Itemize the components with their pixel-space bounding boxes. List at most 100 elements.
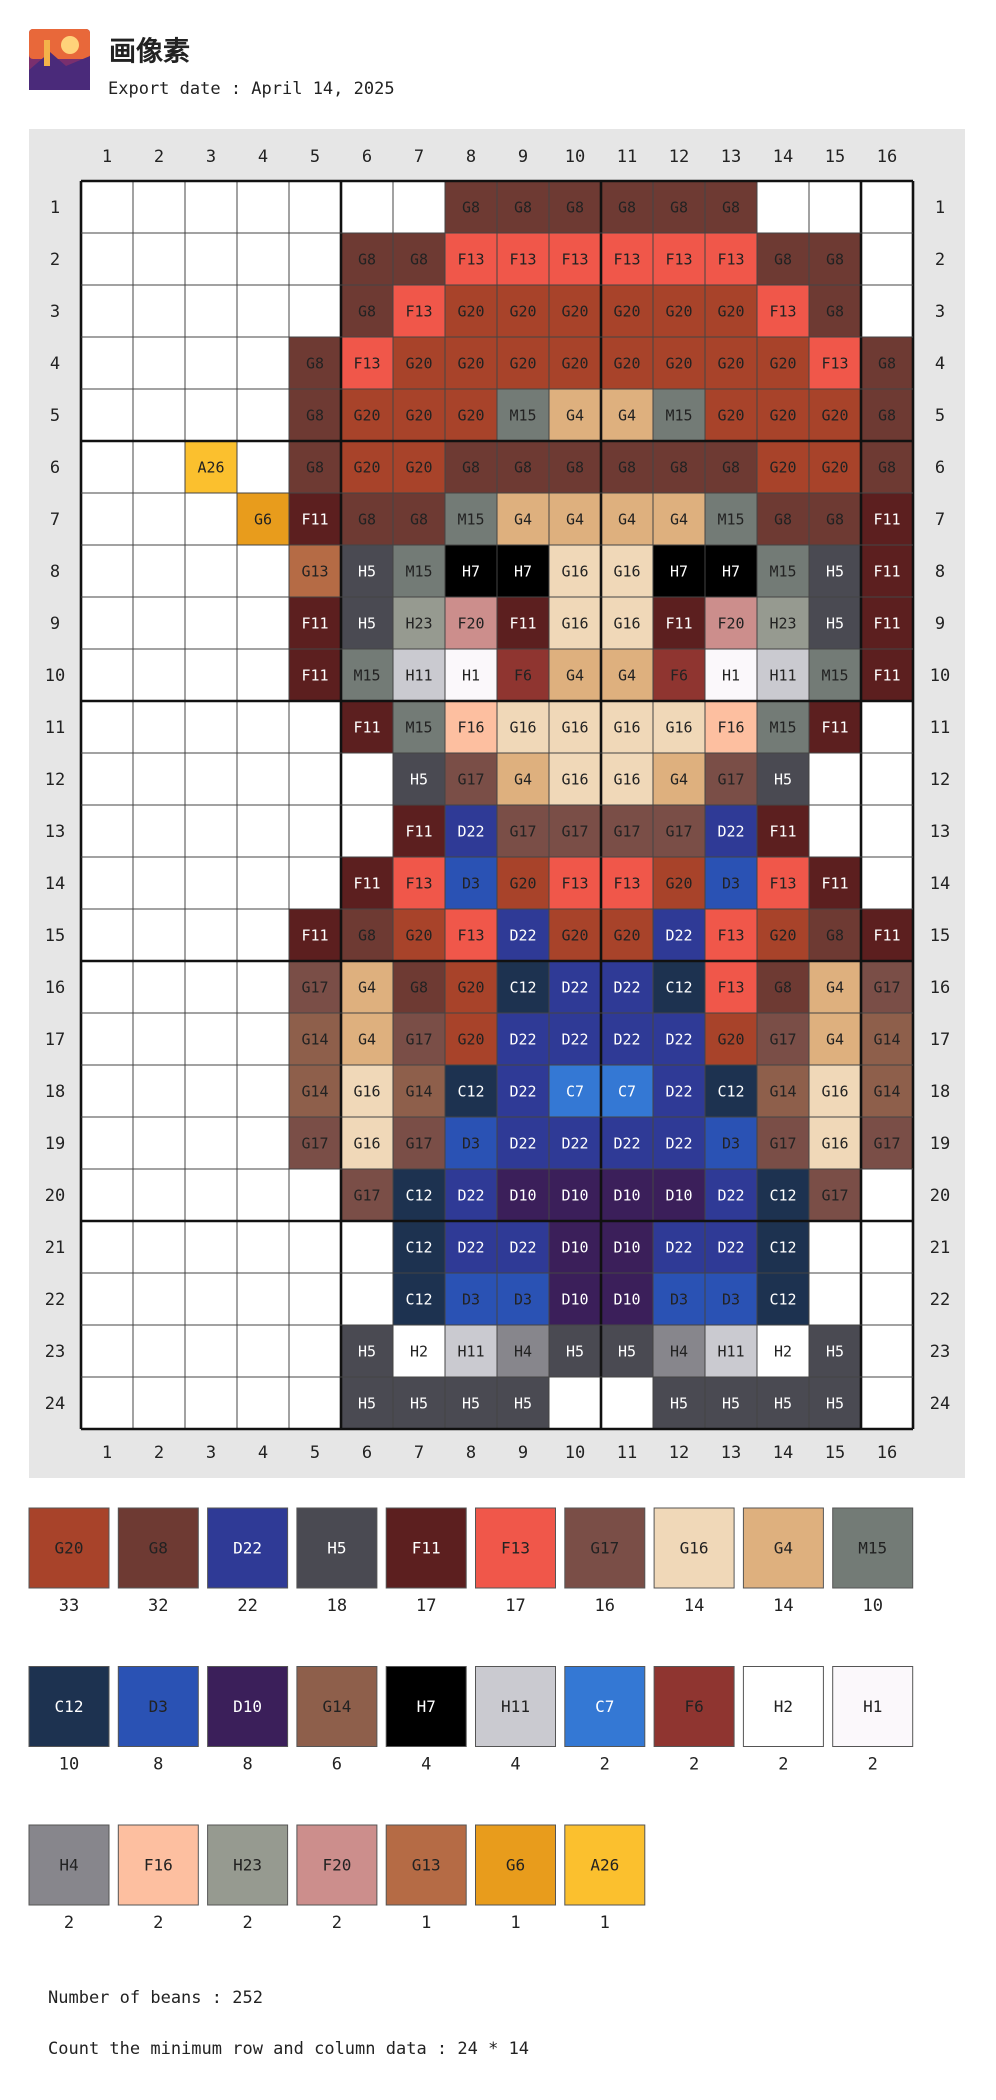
row-label: 12 [930,770,950,790]
bead-cell [601,389,653,441]
palette-swatch [475,1666,556,1747]
bead-cell [601,1013,653,1065]
bead-code: C12 [405,1187,432,1205]
column-label: 1 [102,1443,112,1463]
palette-count: 2 [689,1755,699,1775]
bead-cell [549,753,601,805]
bead-cell [393,753,445,805]
palette-code: G4 [774,1539,793,1558]
bead-cell [393,805,445,857]
bead-cell [809,441,861,493]
bead-cell [549,545,601,597]
bead-code: G17 [717,771,744,789]
bead-cell [705,1377,757,1429]
palette-count: 1 [600,1913,610,1933]
bead-code: F13 [613,251,640,269]
bead-cell [237,597,289,649]
bead-cell [653,649,705,701]
bead-code: D10 [509,1187,536,1205]
bead-code: C12 [405,1291,432,1309]
bead-code: G8 [826,251,844,269]
bead-cell [133,961,185,1013]
bead-cell [809,1065,861,1117]
palette-code: F20 [322,1856,351,1875]
bead-cell [393,597,445,649]
bead-code: G4 [618,667,636,685]
bead-cell [237,285,289,337]
bead-cell [549,1221,601,1273]
bead-cell [133,1117,185,1169]
bead-code: G17 [613,823,640,841]
bead-cell [809,493,861,545]
bead-cell [601,805,653,857]
bead-cell [445,389,497,441]
bead-cell [237,389,289,441]
bead-code: C7 [618,1083,636,1101]
bead-code: D3 [670,1291,688,1309]
bead-cell [861,389,913,441]
bead-code: G8 [410,511,428,529]
bead-cell [289,597,341,649]
bead-code: F11 [873,927,900,945]
palette-code: F13 [501,1539,530,1558]
palette-swatch [653,1507,735,1589]
bead-code: H7 [722,563,740,581]
bead-code: H23 [405,615,432,633]
bead-code: M15 [509,407,536,425]
bead-code: G8 [358,511,376,529]
bead-cell [601,649,653,701]
bead-cell [757,181,809,233]
bead-cell [757,1273,809,1325]
bead-code: G20 [353,407,380,425]
bead-code: G17 [353,1187,380,1205]
palette-swatch [296,1824,378,1906]
bead-code: D22 [457,823,484,841]
bead-code: G20 [405,407,432,425]
bead-code: G16 [561,615,588,633]
bead-code: G17 [821,1187,848,1205]
bead-cell [705,1065,757,1117]
bead-cell [809,545,861,597]
bead-code: H5 [774,771,792,789]
row-label: 5 [50,406,60,426]
bead-code: H23 [769,615,796,633]
bead-code: C12 [509,979,536,997]
bead-cell [445,753,497,805]
bead-cell [341,1325,393,1377]
bead-code: D22 [665,927,692,945]
bead-cell [601,441,653,493]
bead-cell [81,909,133,961]
bead-code: G4 [826,979,844,997]
bead-code: G20 [717,303,744,321]
palette-swatch [117,1666,199,1747]
bead-code: H5 [358,1395,376,1413]
bead-cell [133,753,185,805]
bead-code: F11 [301,667,328,685]
palette-count: 2 [153,1913,163,1933]
bead-code: D3 [462,875,480,893]
bead-code: G13 [301,563,328,581]
bead-cell [809,805,861,857]
bead-cell [393,545,445,597]
bead-cell [549,1273,601,1325]
bead-cell [861,753,913,805]
bead-code: A26 [197,459,224,477]
bead-cell [81,1377,133,1429]
bead-cell [289,1325,341,1377]
row-label: 24 [930,1394,950,1414]
bead-code: F20 [717,615,744,633]
bead-code: G20 [561,303,588,321]
bead-cell [81,285,133,337]
bead-cell [393,285,445,337]
bead-code: G20 [509,355,536,373]
bead-cell [705,233,757,285]
column-label: 6 [362,147,372,167]
column-label: 15 [825,1443,845,1463]
row-label: 15 [45,926,65,946]
palette-count: 16 [595,1596,615,1616]
bead-cell [133,1013,185,1065]
bead-code: G4 [826,1031,844,1049]
row-label: 17 [930,1030,950,1050]
bead-code: H11 [457,1343,484,1361]
palette-code: G16 [680,1539,709,1558]
